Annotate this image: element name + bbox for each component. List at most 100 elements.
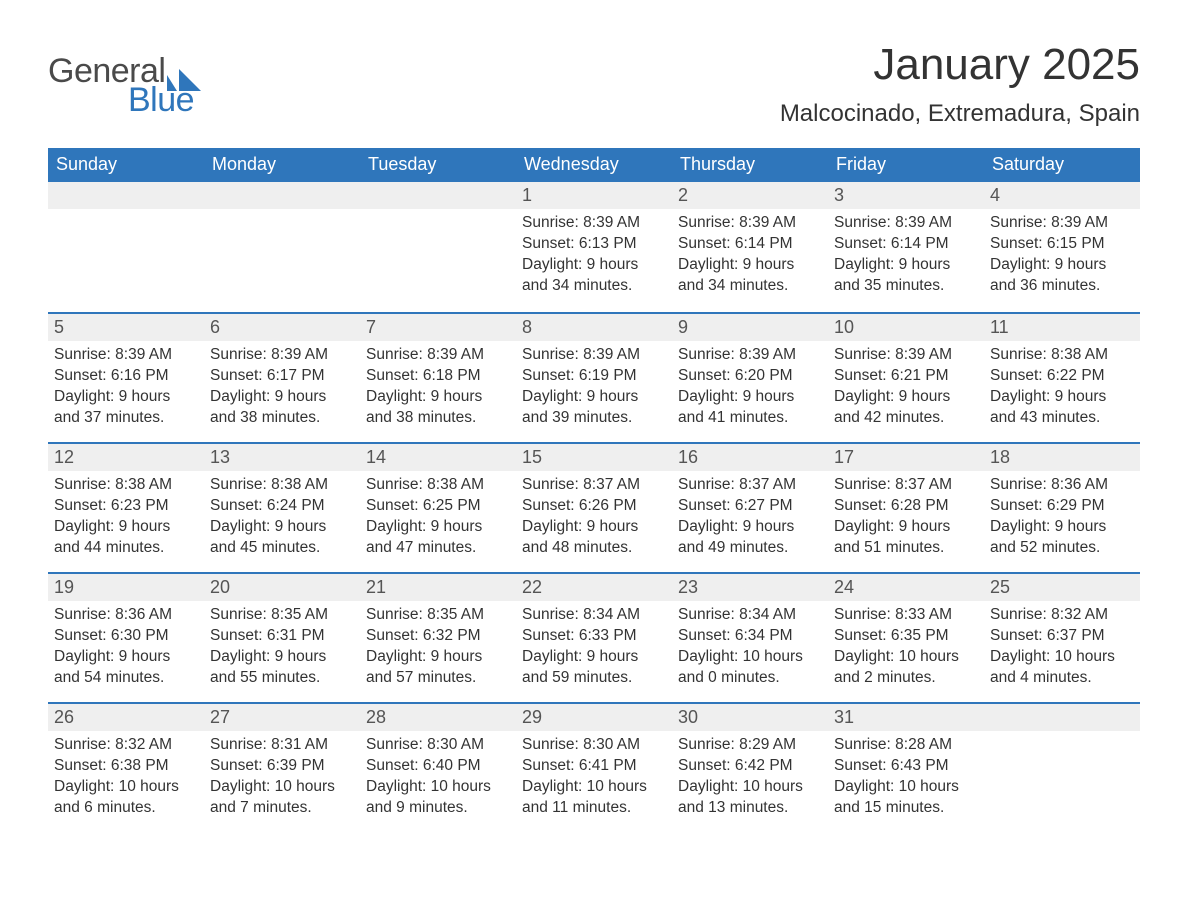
day-body: Sunrise: 8:39 AMSunset: 6:18 PMDaylight:… [360,341,516,433]
day-body: Sunrise: 8:31 AMSunset: 6:39 PMDaylight:… [204,731,360,823]
sunrise-text: Sunrise: 8:36 AM [54,605,198,626]
sunset-text: Sunset: 6:37 PM [990,626,1134,647]
daylight-text: Daylight: 9 hours and 36 minutes. [990,255,1134,297]
sunrise-text: Sunrise: 8:38 AM [210,475,354,496]
calendar-day: 14Sunrise: 8:38 AMSunset: 6:25 PMDayligh… [360,442,516,572]
day-body: Sunrise: 8:38 AMSunset: 6:24 PMDaylight:… [204,471,360,563]
daylight-text: Daylight: 9 hours and 49 minutes. [678,517,822,559]
day-body: Sunrise: 8:28 AMSunset: 6:43 PMDaylight:… [828,731,984,823]
sunset-text: Sunset: 6:18 PM [366,366,510,387]
calendar-day: 30Sunrise: 8:29 AMSunset: 6:42 PMDayligh… [672,702,828,832]
calendar-day: 5Sunrise: 8:39 AMSunset: 6:16 PMDaylight… [48,312,204,442]
day-body: Sunrise: 8:36 AMSunset: 6:29 PMDaylight:… [984,471,1140,563]
day-number: 10 [828,312,984,341]
day-number: 16 [672,442,828,471]
daylight-text: Daylight: 9 hours and 54 minutes. [54,647,198,689]
calendar-week: 26Sunrise: 8:32 AMSunset: 6:38 PMDayligh… [48,702,1140,832]
calendar-week: 5 Sunrise: 8:39 AM Sunset: 6:16 PM Daylight… [48,312,1140,442]
day-body: Sunrise: 8:37 AMSunset: 6:26 PMDaylight:… [516,471,672,563]
sunset-text: Sunset: 6:26 PM [522,496,666,517]
calendar-day: 27Sunrise: 8:31 AMSunset: 6:39 PMDayligh… [204,702,360,832]
sunset-text: Sunset: 6:14 PM [678,234,822,255]
day-number: 23 [672,572,828,601]
daylight-text: Daylight: 9 hours and 51 minutes. [834,517,978,559]
calendar-day: 6Sunrise: 8:39 AMSunset: 6:17 PMDaylight… [204,312,360,442]
day-number: 31 [828,702,984,731]
day-body: Sunrise: 8:39 AMSunset: 6:21 PMDaylight:… [828,341,984,433]
calendar-day: 4Sunrise: 8:39 AMSunset: 6:15 PMDaylight… [984,182,1140,312]
sunrise-text: Sunrise: 8:39 AM [678,213,822,234]
calendar-week: 1Sunrise: 8:39 AMSunset: 6:13 PMDaylight… [48,182,1140,312]
day-number: 19 [48,572,204,601]
day-number: 5 [48,312,204,341]
calendar-day: 20Sunrise: 8:35 AMSunset: 6:31 PMDayligh… [204,572,360,702]
day-number: 24 [828,572,984,601]
sunset-text: Sunset: 6:13 PM [522,234,666,255]
sunrise-text: Sunrise: 8:31 AM [210,735,354,756]
sunrise-text: Sunrise: 8:30 AM [366,735,510,756]
day-number: 13 [204,442,360,471]
daylight-text: Daylight: 10 hours and 7 minutes. [210,777,354,819]
daylight-text: Daylight: 10 hours and 15 minutes. [834,777,978,819]
daylight-text: Daylight: 9 hours and 47 minutes. [366,517,510,559]
calendar-day: 11Sunrise: 8:38 AMSunset: 6:22 PMDayligh… [984,312,1140,442]
logo: General Blue [48,52,201,120]
sunset-text: Sunset: 6:43 PM [834,756,978,777]
calendar-day: 28Sunrise: 8:30 AMSunset: 6:40 PMDayligh… [360,702,516,832]
day-body: Sunrise: 8:39 AMSunset: 6:14 PMDaylight:… [672,209,828,301]
day-number: 7 [360,312,516,341]
day-number: 17 [828,442,984,471]
calendar-day: 1Sunrise: 8:39 AMSunset: 6:13 PMDaylight… [516,182,672,312]
calendar-day: 24Sunrise: 8:33 AMSunset: 6:35 PMDayligh… [828,572,984,702]
daylight-text: Daylight: 9 hours and 48 minutes. [522,517,666,559]
day-body: Sunrise: 8:29 AMSunset: 6:42 PMDaylight:… [672,731,828,823]
sunrise-text: Sunrise: 8:39 AM [522,213,666,234]
sunrise-text: Sunrise: 8:39 AM [210,345,354,366]
sunrise-text: Sunrise: 8:28 AM [834,735,978,756]
calendar-day: 8Sunrise: 8:39 AMSunset: 6:19 PMDaylight… [516,312,672,442]
sunset-text: Sunset: 6:17 PM [210,366,354,387]
day-number [984,702,1140,731]
header: General Blue January 2025 Malcocinado, E… [48,40,1140,142]
day-body: Sunrise: 8:38 AMSunset: 6:23 PMDaylight:… [48,471,204,563]
calendar-day: 19 Sunrise: 8:36 AMSunset: 6:30 PMDayligh… [48,572,204,702]
sunrise-text: Sunrise: 8:36 AM [990,475,1134,496]
location: Malcocinado, Extremadura, Spain [780,100,1140,128]
weekday-tuesday: Tuesday [360,148,516,182]
sunset-text: Sunset: 6:30 PM [54,626,198,647]
day-number: 12 [48,442,204,471]
day-number: 29 [516,702,672,731]
sunrise-text: Sunrise: 8:39 AM [834,345,978,366]
daylight-text: Daylight: 9 hours and 34 minutes. [678,255,822,297]
weekday-row: SundayMondayTuesdayWednesdayThursdayFrid… [48,148,1140,182]
weekday-monday: Monday [204,148,360,182]
sunset-text: Sunset: 6:14 PM [834,234,978,255]
calendar-day: 16Sunrise: 8:37 AMSunset: 6:27 PMDayligh… [672,442,828,572]
sunrise-text: Sunrise: 8:33 AM [834,605,978,626]
calendar-day: 22Sunrise: 8:34 AMSunset: 6:33 PMDayligh… [516,572,672,702]
sunset-text: Sunset: 6:15 PM [990,234,1134,255]
daylight-text: Daylight: 9 hours and 52 minutes. [990,517,1134,559]
sunset-text: Sunset: 6:38 PM [54,756,198,777]
sunset-text: Sunset: 6:21 PM [834,366,978,387]
calendar-week: 19Sunrise: 8:36 AMSunset: 6:30 PMDayligh… [48,572,1140,702]
daylight-text: Daylight: 10 hours and 0 minutes. [678,647,822,689]
page-title: January 2025 [780,40,1140,90]
daylight-text: Daylight: 9 hours and 55 minutes. [210,647,354,689]
sunset-text: Sunset: 6:34 PM [678,626,822,647]
sunrise-text: Sunrise: 8:38 AM [366,475,510,496]
day-body: Sunrise: 8:39 AMSunset: 6:15 PMDaylight:… [984,209,1140,301]
sunset-text: Sunset: 6:40 PM [366,756,510,777]
day-body: Sunrise: 8:39 AMSunset: 6:14 PMDaylight:… [828,209,984,301]
day-number [360,182,516,209]
daylight-text: Daylight: 9 hours and 34 minutes. [522,255,666,297]
daylight-text: Daylight: 10 hours and 13 minutes. [678,777,822,819]
sunset-text: Sunset: 6:16 PM [54,366,198,387]
daylight-text: Daylight: 9 hours and 38 minutes. [210,387,354,429]
calendar-day-empty [984,702,1140,832]
day-number: 20 [204,572,360,601]
weekday-thursday: Thursday [672,148,828,182]
calendar-day: 26Sunrise: 8:32 AMSunset: 6:38 PMDayligh… [48,702,204,832]
calendar-day: 21Sunrise: 8:35 AMSunset: 6:32 PMDayligh… [360,572,516,702]
day-body: Sunrise: 8:32 AMSunset: 6:38 PMDaylight:… [48,731,204,823]
